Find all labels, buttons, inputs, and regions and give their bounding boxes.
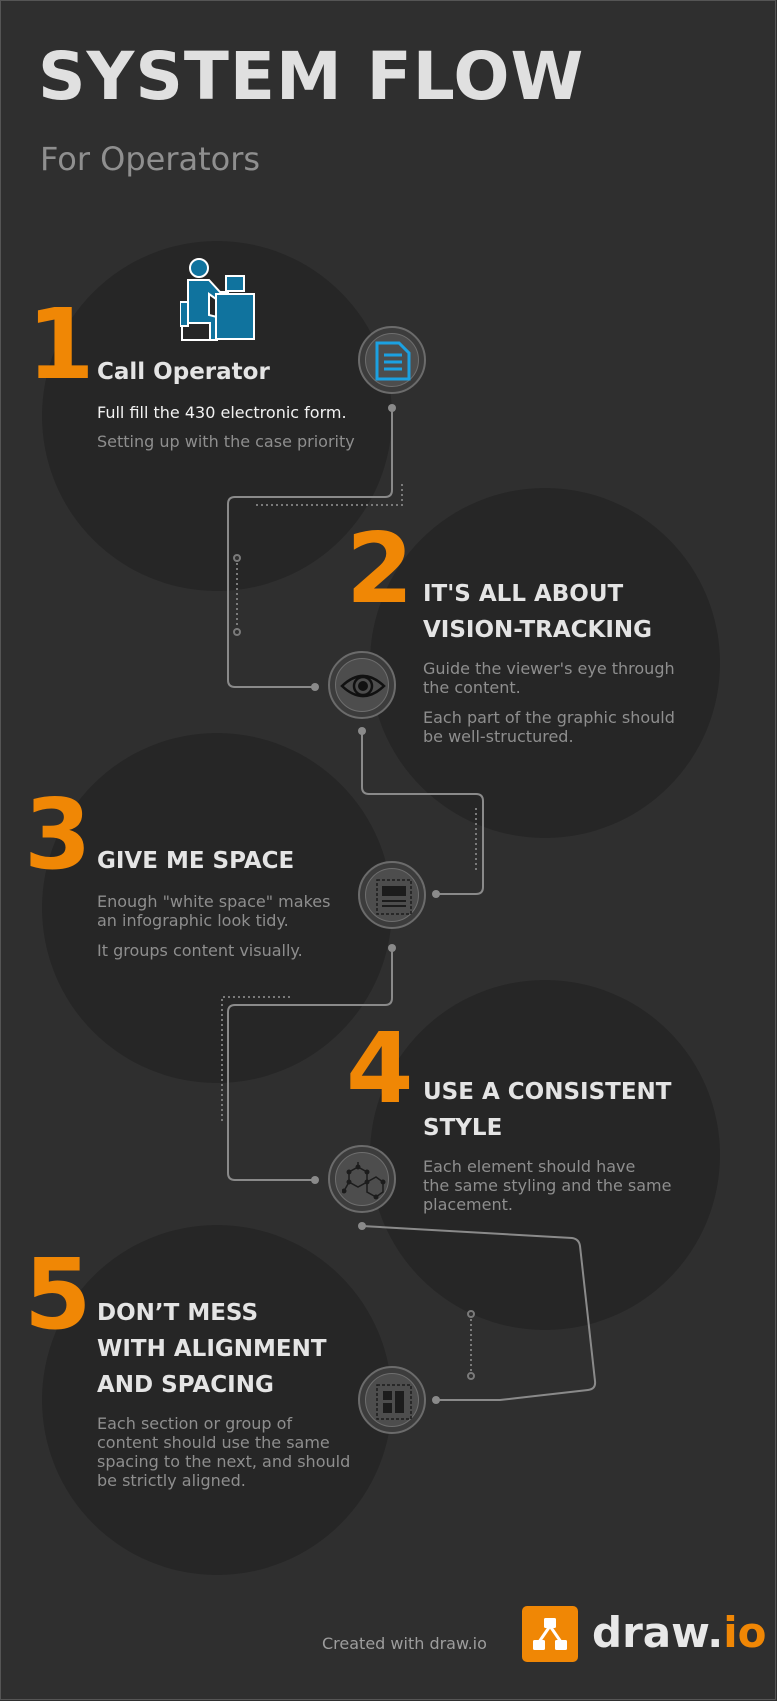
page-subtitle: For Operators (40, 140, 261, 178)
step-2-number: 2 (346, 512, 414, 625)
connector-dot (311, 1176, 319, 1184)
drawio-logo-text: draw.io (592, 1608, 767, 1657)
created-with-label: Created with draw.io (322, 1634, 487, 1653)
step-5-number: 5 (24, 1238, 92, 1351)
drawio-logo-icon (522, 1606, 578, 1662)
step-5-heading: DON’T MESS WITH ALIGNMENT AND SPACING (97, 1300, 327, 1398)
guide-dot (467, 1372, 475, 1380)
molecule-icon (342, 1162, 386, 1200)
document-icon (375, 341, 411, 381)
step-4-icon-badge (328, 1145, 396, 1213)
dotted-guide-4 (221, 996, 290, 1122)
step-3-circle (42, 733, 392, 1083)
connector-dot (432, 890, 440, 898)
operator-at-desk-icon (180, 258, 255, 341)
step-3-icon-badge (358, 861, 426, 929)
step-5-body: Each section or group of content should … (97, 1414, 351, 1490)
page-title: SYSTEM FLOW (38, 38, 585, 115)
step-5-circle (42, 1225, 392, 1575)
connector-dot (311, 683, 319, 691)
connector-dot (388, 404, 396, 412)
step-2-heading: IT'S ALL ABOUT VISION-TRACKING (423, 581, 653, 643)
eye-icon (340, 674, 386, 698)
connector-3-4 (227, 948, 393, 1181)
step-2-circle (370, 488, 720, 838)
guide-dot (233, 628, 241, 636)
step-2-icon-badge (328, 651, 396, 719)
step-2-body: Guide the viewer's eye through the conte… (423, 659, 675, 746)
step-1-body: Setting up with the case priority (97, 432, 355, 451)
step-5-icon-badge (358, 1366, 426, 1434)
guide-dot (233, 554, 241, 562)
connector-dot (432, 1396, 440, 1404)
connector-2-3 (361, 731, 484, 895)
step-3-body: Enough "white space" makes an infographi… (97, 892, 331, 960)
step-4-heading: USE A CONSISTENT STYLE (423, 1079, 672, 1141)
step-3-number: 3 (24, 778, 92, 891)
step-4-number: 4 (346, 1012, 414, 1125)
step-1-icon-badge (358, 326, 426, 394)
step-4-circle (370, 980, 720, 1330)
step-4-body: Each element should have the same stylin… (423, 1157, 672, 1214)
connector-1-2 (227, 408, 393, 688)
connector-dot (388, 944, 396, 952)
step-1-number: 1 (27, 288, 95, 401)
connector-dot (358, 727, 366, 735)
connector-dot (358, 1222, 366, 1230)
connector-4-5 (361, 1225, 597, 1401)
layout-icon (376, 879, 412, 915)
step-1-heading: Call Operator (97, 359, 270, 385)
dotted-guide-1 (256, 484, 403, 506)
guide-dot (467, 1310, 475, 1318)
step-1-body-highlight: Full fill the 430 electronic form. (97, 403, 347, 422)
grid-icon (376, 1384, 412, 1420)
step-3-heading: GIVE ME SPACE (97, 848, 295, 874)
